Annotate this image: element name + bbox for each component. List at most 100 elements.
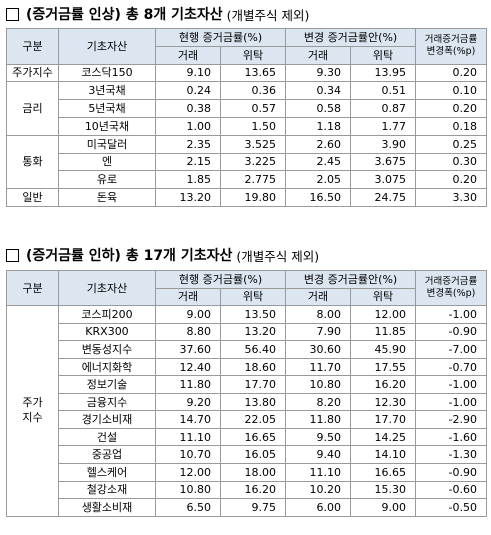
new-trade-cell: 11.80 — [285, 410, 352, 429]
cur-trade-cell: 9.10 — [155, 63, 221, 83]
table-row: 정보기술 11.80 17.70 10.80 16.20 -1.00 — [7, 375, 488, 394]
table-row: 금융지수 9.20 13.80 8.20 12.30 -1.00 — [7, 392, 488, 412]
section2-subtitle: (개별주식 제외) — [236, 248, 320, 264]
header-cur-trade: 거래 — [155, 45, 221, 65]
new-consign-cell: 14.10 — [350, 445, 417, 465]
header-row: 구분 기초자산 현행 증거금률(%) 변경 증거금률안(%) 거래증거금률 변경폭… — [6, 269, 488, 307]
table-row: 주가 지수 코스피200 9.00 13.50 8.00 12.00 -1.00 — [6, 305, 488, 517]
new-consign-cell: 45.90 — [350, 340, 417, 359]
group-label-line1: 주가 — [22, 396, 43, 410]
cur-consign-cell: 1.50 — [219, 116, 287, 136]
header-group: 구분 — [6, 28, 59, 65]
change-cell: -1.60 — [415, 427, 488, 447]
asset-cell: 경기소비재 — [58, 410, 156, 429]
table-row: 생활소비재 6.50 9.75 6.00 9.00 -0.50 — [7, 498, 488, 517]
table-row: 유로 1.85 2.775 2.05 3.075 0.20 — [7, 170, 488, 190]
table-row: 엔 2.15 3.225 2.45 3.675 0.30 — [7, 152, 488, 172]
asset-cell: 미국달러 — [58, 134, 156, 154]
asset-cell: 코스닥150 — [58, 63, 156, 83]
asset-cell: 돈육 — [58, 188, 156, 207]
header-change-line1: 거래증거금률 — [424, 276, 478, 288]
asset-cell: 금융지수 — [58, 392, 156, 412]
section2-heading: (증거금률 인하) 총 17개 기초자산 — [26, 248, 233, 264]
new-consign-cell: 24.75 — [350, 188, 417, 207]
table-row: 중공업 10.70 16.05 9.40 14.10 -1.30 — [7, 445, 488, 465]
group-cell: 금리 — [6, 81, 59, 136]
header-asset: 기초자산 — [58, 269, 156, 307]
new-consign-cell: 17.70 — [350, 410, 417, 429]
new-consign-cell: 0.51 — [350, 81, 417, 101]
change-cell: -0.90 — [415, 322, 488, 342]
new-trade-cell: 8.00 — [285, 305, 352, 324]
cur-trade-cell: 11.10 — [155, 427, 221, 447]
new-trade-cell: 0.34 — [285, 81, 352, 101]
change-cell: -1.30 — [415, 445, 488, 465]
change-cell: 0.20 — [415, 99, 488, 118]
new-trade-cell: 16.50 — [285, 188, 352, 207]
section1-heading: (증거금률 인상) 총 8개 기초자산 — [26, 7, 223, 23]
new-trade-cell: 10.80 — [285, 375, 352, 394]
header-new-trade: 거래 — [285, 287, 352, 307]
table-row: 통화 미국달러 2.35 3.525 2.60 3.90 0.25 — [6, 134, 488, 190]
cur-trade-cell: 12.00 — [155, 463, 221, 482]
header-cur-consign: 위탁 — [219, 45, 287, 65]
new-trade-cell: 2.60 — [285, 134, 352, 154]
cur-consign-cell: 19.80 — [219, 188, 287, 207]
cur-consign-cell: 18.00 — [219, 463, 287, 482]
cur-consign-cell: 2.775 — [219, 170, 287, 190]
change-cell: 0.20 — [415, 63, 488, 83]
new-trade-cell: 2.05 — [285, 170, 352, 190]
new-consign-cell: 16.20 — [350, 375, 417, 394]
header-change-line2: 변경폭(%p) — [426, 46, 476, 58]
new-consign-cell: 13.95 — [350, 63, 417, 83]
header-current: 현행 증거금률(%) — [154, 28, 287, 47]
change-cell: -0.70 — [415, 357, 488, 377]
cur-trade-cell: 1.85 — [155, 170, 221, 190]
cur-trade-cell: 11.80 — [155, 375, 221, 394]
cur-consign-cell: 16.05 — [219, 445, 287, 465]
cur-consign-cell: 18.60 — [219, 357, 287, 377]
table-row: 건설 11.10 16.65 9.50 14.25 -1.60 — [7, 427, 488, 447]
new-consign-cell: 1.77 — [350, 116, 417, 136]
cur-trade-cell: 14.70 — [155, 410, 221, 429]
checkbox-square-icon — [6, 7, 19, 21]
asset-cell: 엔 — [58, 152, 156, 172]
new-consign-cell: 9.00 — [350, 498, 417, 517]
checkbox-square-icon — [6, 248, 19, 262]
asset-cell: 코스피200 — [58, 305, 156, 324]
cur-trade-cell: 12.40 — [155, 357, 221, 377]
new-consign-cell: 3.90 — [350, 134, 417, 154]
cur-consign-cell: 13.80 — [219, 392, 287, 412]
cur-trade-cell: 1.00 — [155, 116, 221, 136]
change-cell: 0.10 — [415, 81, 488, 101]
table-row: 10년국채 1.00 1.50 1.18 1.77 0.18 — [7, 116, 488, 136]
asset-cell: 3년국채 — [58, 81, 156, 101]
cur-consign-cell: 13.65 — [219, 63, 287, 83]
section1-title: (증거금률 인상) 총 8개 기초자산 (개별주식 제외) — [6, 3, 309, 25]
change-cell: -2.90 — [415, 410, 488, 429]
change-cell: 3.30 — [415, 188, 488, 207]
new-trade-cell: 10.20 — [285, 480, 352, 500]
new-consign-cell: 11.85 — [350, 322, 417, 342]
header-subrow: 거래 위탁 거래 위탁 — [7, 287, 487, 307]
new-trade-cell: 9.30 — [285, 63, 352, 83]
new-trade-cell: 6.00 — [285, 498, 352, 517]
new-consign-cell: 12.00 — [350, 305, 417, 324]
new-trade-cell: 11.10 — [285, 463, 352, 482]
header-cur-trade: 거래 — [155, 287, 221, 307]
asset-cell: 헬스케어 — [58, 463, 156, 482]
cur-consign-cell: 16.65 — [219, 427, 287, 447]
header-change: 거래증거금률 변경폭(%p) — [415, 28, 488, 65]
header-row: 구분 기초자산 현행 증거금률(%) 변경 증거금률안(%) 거래증거금률 변경폭… — [6, 28, 488, 65]
header-new-consign: 위탁 — [350, 45, 417, 65]
asset-cell: 에너지화학 — [58, 357, 156, 377]
header-change: 거래증거금률 변경폭(%p) — [415, 269, 488, 307]
group-cell: 주가지수 — [6, 63, 59, 83]
table-row: 경기소비재 14.70 22.05 11.80 17.70 -2.90 — [7, 410, 488, 429]
new-trade-cell: 2.45 — [285, 152, 352, 172]
table-row: 철강소재 10.80 16.20 10.20 15.30 -0.60 — [7, 480, 488, 500]
header-current: 현행 증거금률(%) — [154, 270, 287, 289]
new-consign-cell: 12.30 — [350, 392, 417, 412]
cur-consign-cell: 3.225 — [219, 152, 287, 172]
cur-consign-cell: 9.75 — [219, 498, 287, 517]
